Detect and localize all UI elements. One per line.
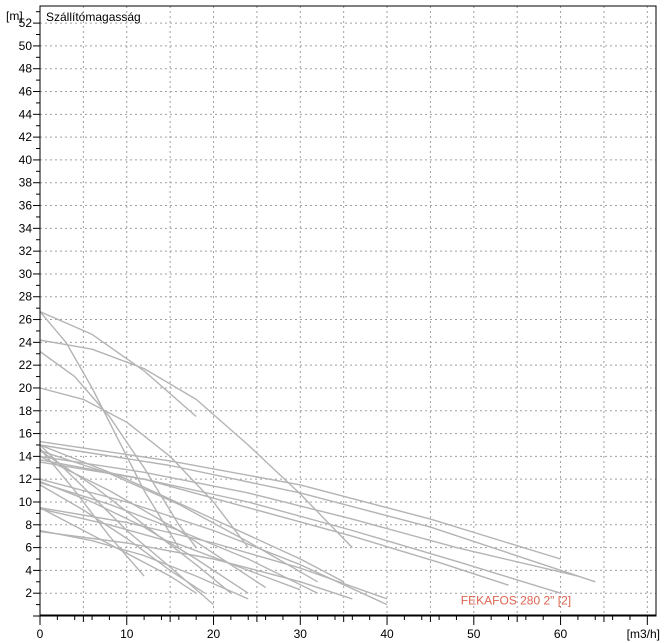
pump-curve-2 bbox=[39, 339, 353, 549]
pump-curve-12 bbox=[39, 450, 318, 583]
y-tick-label-26: 26 bbox=[19, 313, 33, 327]
x-tick-label-10: 10 bbox=[120, 627, 134, 641]
y-tick-label-44: 44 bbox=[19, 107, 33, 121]
y-tick-label-28: 28 bbox=[19, 290, 33, 304]
x-tick-label-30: 30 bbox=[294, 627, 308, 641]
pump-curve-1 bbox=[39, 310, 197, 418]
y-tick-label-36: 36 bbox=[19, 199, 33, 213]
x-tick-label-0: 0 bbox=[37, 627, 44, 641]
pump-curve-22 bbox=[39, 508, 301, 591]
y-tick-label-24: 24 bbox=[19, 335, 33, 349]
y-tick-label-12: 12 bbox=[19, 472, 33, 486]
x-tick-label-20: 20 bbox=[207, 627, 221, 641]
x-axis-ticks: 0 10 20 30 40 50 60 bbox=[37, 616, 648, 641]
pump-curve-23 bbox=[39, 507, 197, 594]
pump-curve-20 bbox=[39, 484, 206, 594]
y-tick-label-8: 8 bbox=[25, 518, 32, 532]
y-axis-ticks: 2468101214161820222426283032343638404244… bbox=[19, 11, 40, 617]
y-tick-label-2: 2 bbox=[25, 586, 32, 600]
y-tick-label-34: 34 bbox=[19, 221, 33, 235]
y-tick-label-16: 16 bbox=[19, 427, 33, 441]
y-tick-label-38: 38 bbox=[19, 176, 33, 190]
y-tick-label-14: 14 bbox=[19, 449, 33, 463]
y-tick-label-48: 48 bbox=[19, 62, 33, 76]
pump-curve-3 bbox=[39, 387, 249, 549]
y-tick-label-30: 30 bbox=[19, 267, 33, 281]
pump-curve-13 bbox=[39, 455, 266, 589]
pump-curve-14 bbox=[39, 450, 232, 594]
y-tick-label-20: 20 bbox=[19, 381, 33, 395]
y-tick-label-10: 10 bbox=[19, 495, 33, 509]
pump-curve-11 bbox=[39, 444, 345, 583]
grid-lines bbox=[39, 6, 656, 616]
y-tick-label-50: 50 bbox=[19, 39, 33, 53]
pump-curve-10 bbox=[39, 459, 509, 586]
pump-curve-4 bbox=[39, 350, 197, 549]
x-tick-label-50: 50 bbox=[467, 627, 481, 641]
x-tick-label-60: 60 bbox=[554, 627, 568, 641]
y-tick-label-42: 42 bbox=[19, 130, 33, 144]
y-tick-label-52: 52 bbox=[19, 16, 33, 30]
axes bbox=[39, 5, 657, 617]
y-tick-label-4: 4 bbox=[25, 563, 32, 577]
y-axis-title: Szállítómagasság bbox=[46, 10, 141, 24]
pump-curve-21 bbox=[39, 507, 388, 600]
highlighted-curve-label: FEKAFOS 280 2" [2] bbox=[461, 594, 571, 608]
pump-curve-25 bbox=[39, 529, 249, 600]
y-tick-label-32: 32 bbox=[19, 244, 33, 258]
pump-curves bbox=[39, 310, 596, 606]
pump-curve-8 bbox=[39, 455, 579, 577]
y-tick-label-40: 40 bbox=[19, 153, 33, 167]
y-tick-label-18: 18 bbox=[19, 404, 33, 418]
y-tick-label-22: 22 bbox=[19, 358, 33, 372]
pump-curve-6 bbox=[39, 440, 561, 560]
plot-frame bbox=[39, 5, 657, 617]
y-tick-label-6: 6 bbox=[25, 541, 32, 555]
pump-curve-24 bbox=[39, 530, 353, 600]
pump-curve-19 bbox=[39, 480, 249, 594]
y-tick-label-46: 46 bbox=[19, 85, 33, 99]
y-axis-unit: [m] bbox=[6, 9, 23, 23]
x-axis-unit: [m3/h] bbox=[627, 627, 660, 641]
pump-curve-5 bbox=[39, 311, 180, 548]
x-tick-label-40: 40 bbox=[380, 627, 394, 641]
pump-curve-7 bbox=[39, 444, 596, 583]
pump-curve-18 bbox=[39, 481, 318, 594]
pump-curve-16 bbox=[39, 447, 145, 577]
